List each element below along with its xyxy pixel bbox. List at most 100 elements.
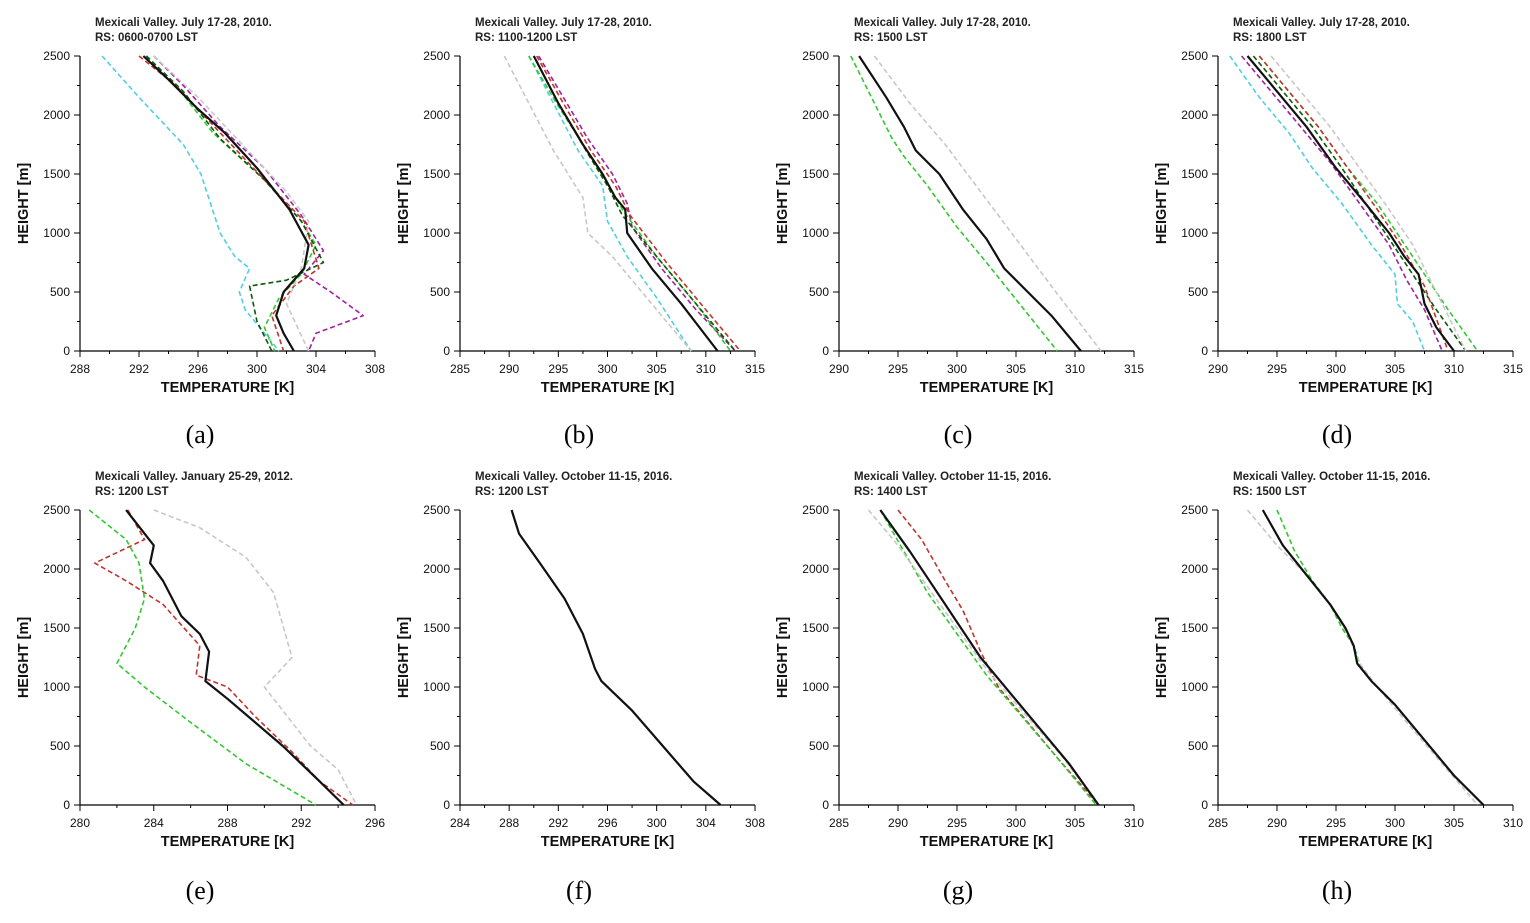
x-tick-label: 285: [1208, 816, 1228, 830]
x-tick-label: 292: [129, 362, 149, 376]
x-tick-label: 295: [1267, 362, 1287, 376]
chart-title: Mexicali Valley. July 17-28, 2010.: [95, 17, 272, 29]
x-tick-label: 290: [888, 816, 908, 830]
y-tick-label: 0: [822, 798, 829, 812]
caption-e: (e): [185, 876, 215, 905]
y-tick-label: 0: [1201, 344, 1208, 358]
y-tick-label: 2000: [1181, 562, 1208, 576]
x-tick-label: 305: [1006, 362, 1026, 376]
x-tick-label: 290: [1208, 362, 1228, 376]
series-line-gray: [1246, 509, 1479, 806]
y-tick-label: 0: [822, 344, 829, 358]
y-tick-label: 2000: [802, 562, 829, 576]
y-tick-label: 1500: [423, 167, 450, 181]
y-tick-label: 500: [50, 739, 70, 753]
x-tick-label: 284: [144, 816, 164, 830]
y-tick-label: 1500: [43, 621, 70, 635]
x-tick-label: 310: [1503, 816, 1523, 830]
y-tick-label: 1000: [43, 680, 70, 694]
y-tick-label: 2000: [43, 108, 70, 122]
y-tick-label: 500: [1188, 285, 1208, 299]
x-axis-label: TEMPERATURE [K]: [1299, 380, 1433, 396]
y-axis-label: HEIGHT [m]: [396, 163, 412, 245]
chart-subtitle: RS: 1500 LST: [854, 32, 928, 44]
chart-subtitle: RS: 1200 LST: [475, 486, 549, 498]
x-tick-label: 296: [365, 816, 385, 830]
x-tick-label: 280: [70, 816, 90, 830]
chart-subtitle: RS: 1500 LST: [1233, 486, 1307, 498]
y-tick-label: 2000: [423, 562, 450, 576]
x-tick-label: 315: [1124, 362, 1144, 376]
chart-title: Mexicali Valley. July 17-28, 2010.: [475, 17, 652, 29]
y-tick-label: 1500: [1181, 621, 1208, 635]
y-tick-label: 2000: [423, 108, 450, 122]
series-line-green: [88, 509, 317, 806]
y-tick-label: 2500: [802, 503, 829, 517]
y-tick-label: 2000: [802, 108, 829, 122]
series-line-cyan: [528, 55, 692, 352]
x-tick-label: 315: [745, 362, 765, 376]
y-axis-label: HEIGHT [m]: [775, 163, 791, 245]
x-tick-label: 296: [188, 362, 208, 376]
x-tick-label: 285: [450, 362, 470, 376]
x-axis-label: TEMPERATURE [K]: [920, 834, 1054, 850]
chart-title: Mexicali Valley. October 11-15, 2016.: [854, 471, 1051, 483]
x-tick-label: 292: [548, 816, 568, 830]
y-tick-label: 2000: [43, 562, 70, 576]
series-line-gray: [503, 55, 692, 352]
caption-f: (f): [566, 876, 592, 905]
y-tick-label: 2500: [423, 503, 450, 517]
y-tick-label: 0: [63, 798, 70, 812]
series-line-red: [536, 55, 741, 352]
y-tick-label: 1000: [802, 226, 829, 240]
chart-title: Mexicali Valley. July 17-28, 2010.: [854, 17, 1031, 29]
x-tick-label: 295: [947, 816, 967, 830]
series-line-purple: [538, 55, 736, 352]
series-line-black: [510, 509, 722, 806]
chart-title: Mexicali Valley. January 25-29, 2012.: [95, 471, 293, 483]
x-tick-label: 288: [70, 362, 90, 376]
y-tick-label: 0: [63, 344, 70, 358]
x-tick-label: 308: [365, 362, 385, 376]
x-tick-label: 300: [597, 362, 617, 376]
y-tick-label: 0: [443, 798, 450, 812]
y-tick-label: 500: [809, 739, 829, 753]
chart-subtitle: RS: 1100-1200 LST: [475, 32, 577, 44]
x-tick-label: 310: [696, 362, 716, 376]
chart-title: Mexicali Valley. July 17-28, 2010.: [1233, 17, 1410, 29]
x-tick-label: 304: [696, 816, 716, 830]
series-line-cyan: [101, 55, 280, 352]
y-tick-label: 2500: [43, 49, 70, 63]
y-axis-label: HEIGHT [m]: [396, 617, 412, 699]
series-line-black: [125, 509, 345, 806]
series-line-gray: [1270, 55, 1467, 352]
series-line-gray: [153, 509, 358, 806]
y-tick-label: 1000: [802, 680, 829, 694]
x-axis-label: TEMPERATURE [K]: [541, 834, 675, 850]
y-tick-label: 2500: [423, 49, 450, 63]
y-tick-label: 1500: [1181, 167, 1208, 181]
x-tick-label: 296: [597, 816, 617, 830]
x-tick-label: 305: [1444, 816, 1464, 830]
y-axis-label: HEIGHT [m]: [16, 617, 32, 699]
series-line-black: [142, 55, 310, 352]
y-tick-label: 2500: [1181, 503, 1208, 517]
y-tick-label: 1000: [1181, 680, 1208, 694]
x-tick-label: 290: [499, 362, 519, 376]
x-tick-label: 315: [1503, 362, 1523, 376]
x-axis-label: TEMPERATURE [K]: [920, 380, 1054, 396]
x-tick-label: 310: [1124, 816, 1144, 830]
series-line-green: [1276, 509, 1485, 806]
y-tick-label: 1000: [43, 226, 70, 240]
y-axis-label: HEIGHT [m]: [775, 617, 791, 699]
y-tick-label: 500: [809, 285, 829, 299]
series-line-darkgreen: [145, 55, 325, 352]
y-tick-label: 2500: [1181, 49, 1208, 63]
series-line-purple: [1240, 55, 1443, 352]
chart-title: Mexicali Valley. October 11-15, 2016.: [1233, 471, 1430, 483]
chart-title: Mexicali Valley. October 11-15, 2016.: [475, 471, 672, 483]
x-tick-label: 290: [829, 362, 849, 376]
